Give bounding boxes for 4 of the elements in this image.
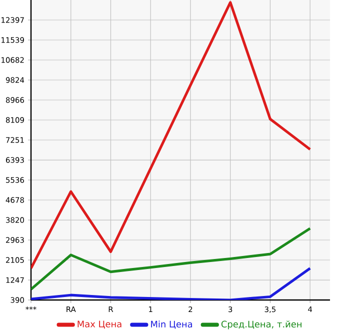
legend-label: Сред.Цена, т.йен [221,320,302,330]
line-series [31,227,312,291]
legend-label: Min Цена [151,320,192,329]
legend-label: Max Цена [78,320,122,329]
